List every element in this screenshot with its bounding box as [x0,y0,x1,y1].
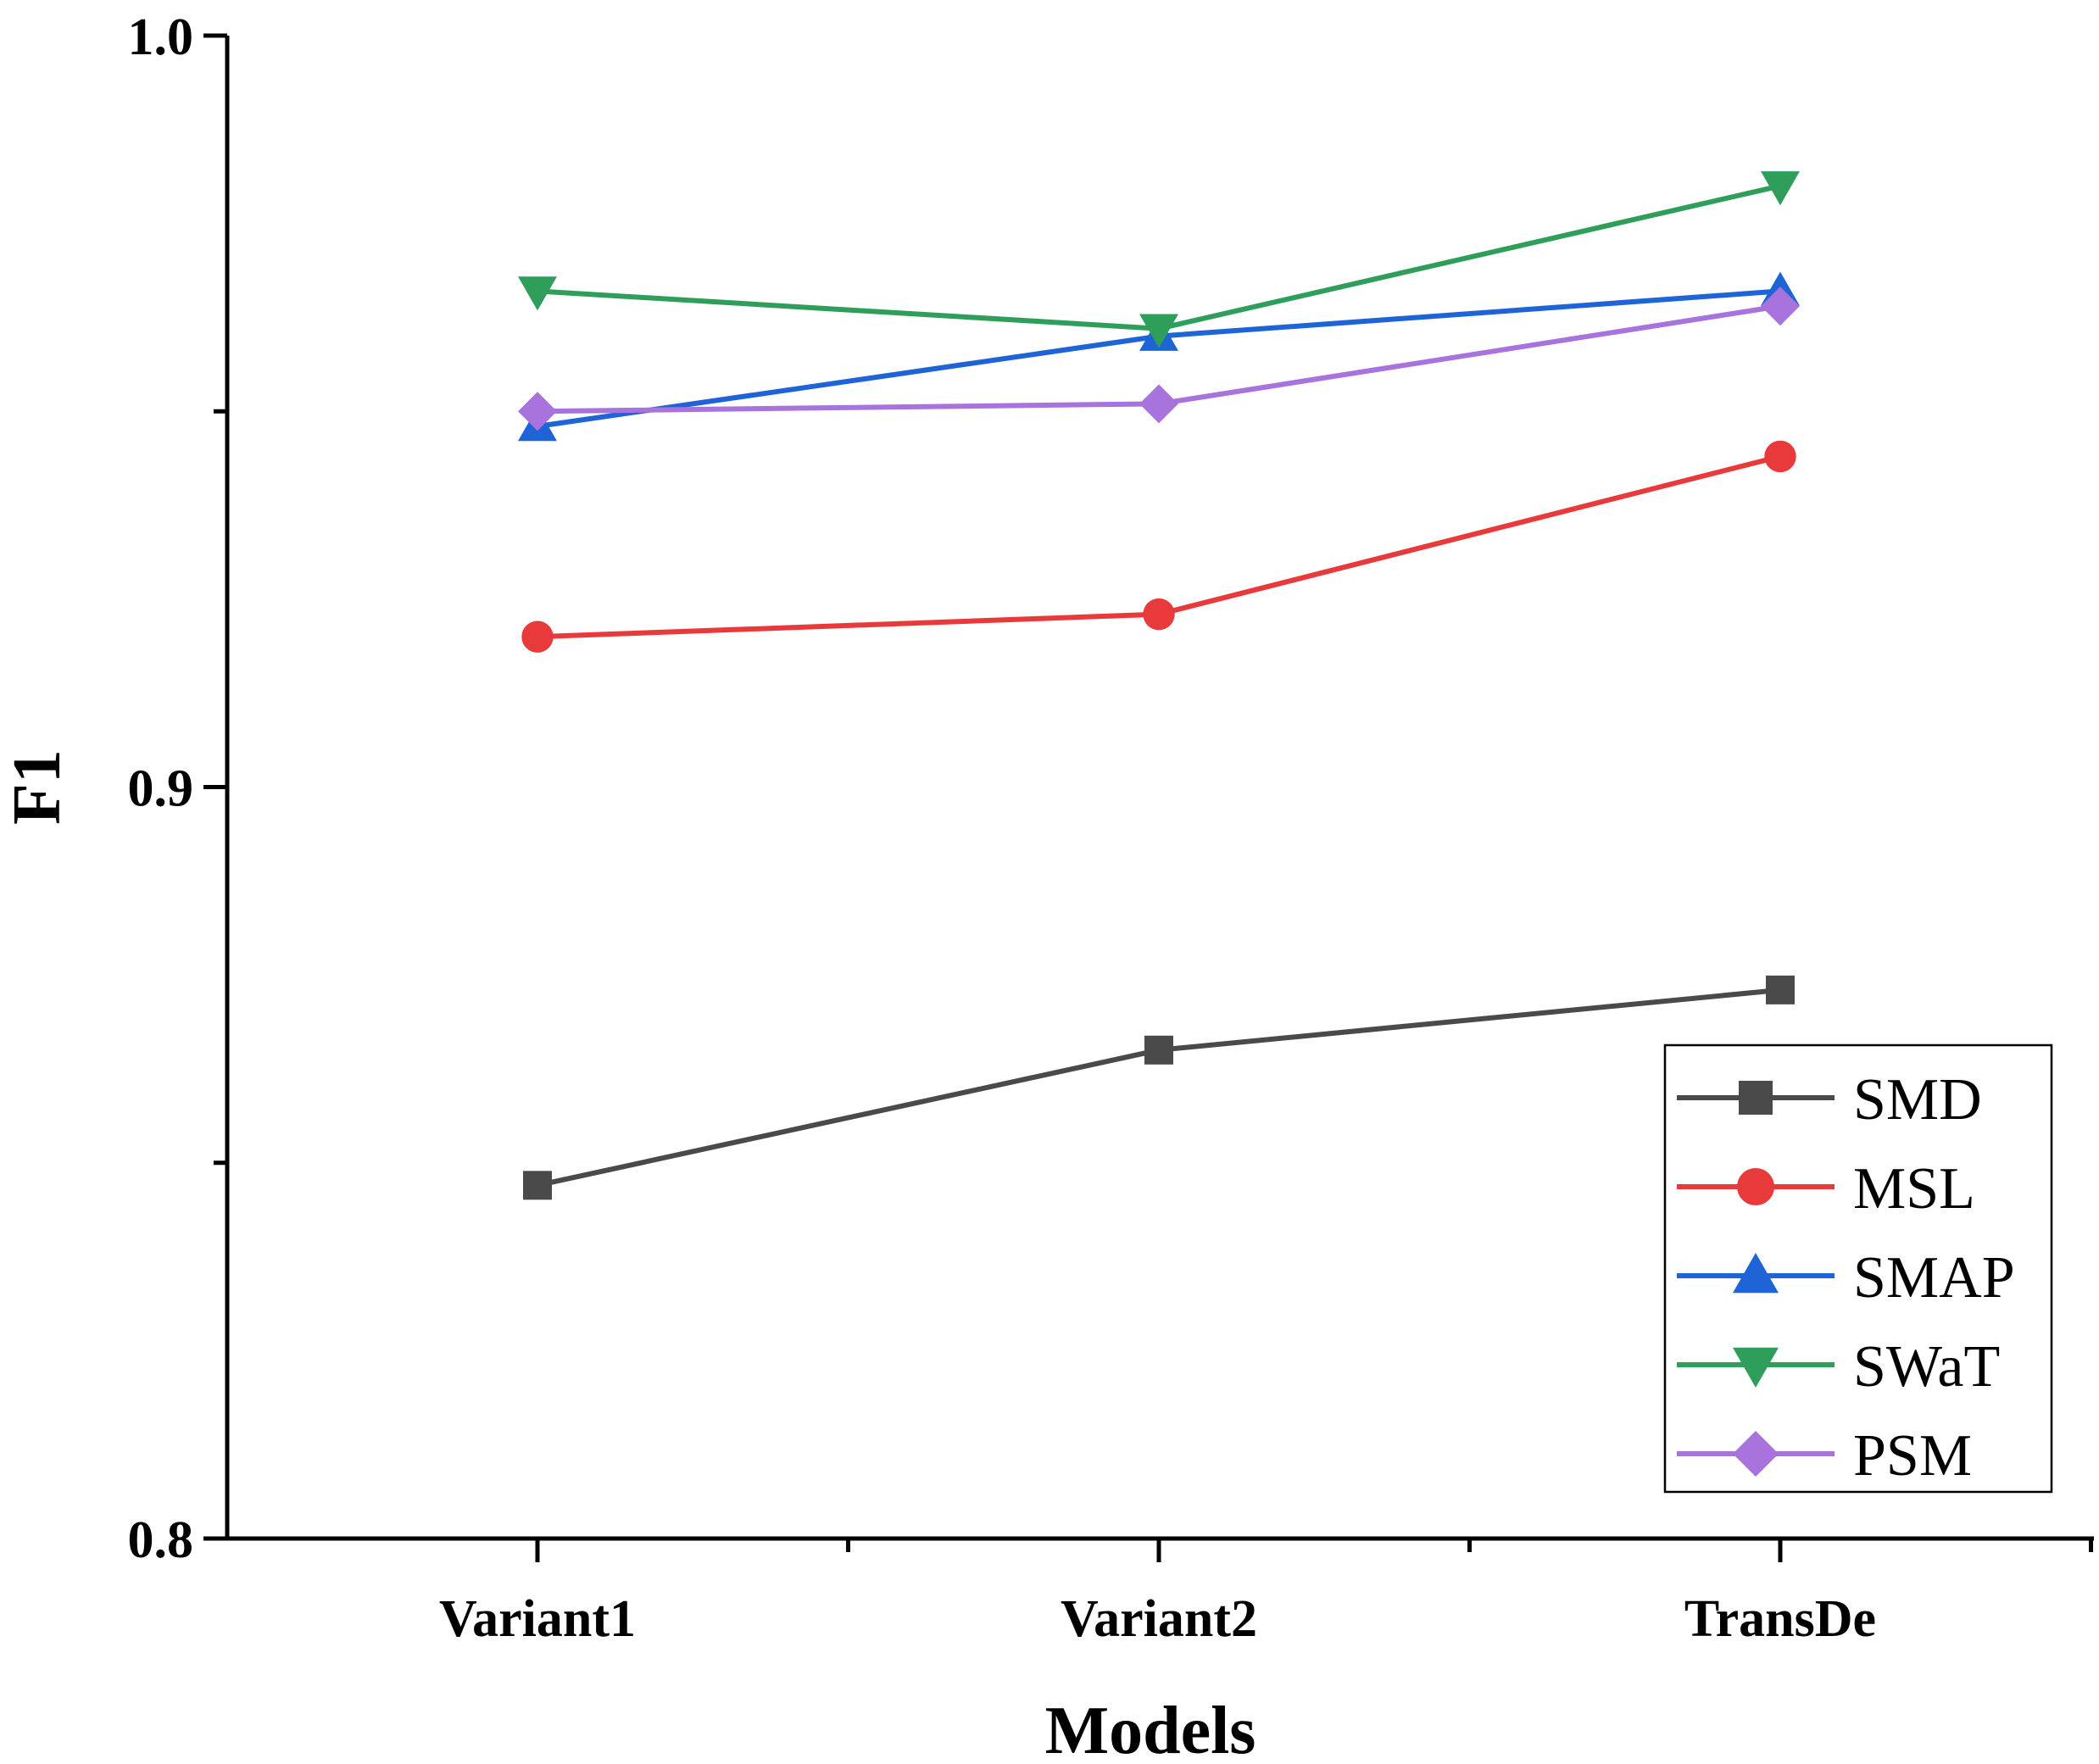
data-point [1144,1035,1173,1065]
legend-item: SMD [1677,1067,1982,1132]
x-tick-label: TransDe [1684,1590,1876,1648]
data-point [1139,384,1178,424]
data-point [1143,598,1175,631]
data-point [521,620,554,653]
legend-label: PSM [1853,1423,1972,1489]
series-line [537,183,1781,331]
x-tick-label: Variant2 [1061,1590,1257,1648]
y-tick-label: 0.9 [128,760,194,818]
series-msl [521,440,1796,653]
legend-label: SWaT [1853,1334,2000,1400]
data-point [1761,171,1800,206]
x-tick-label: Variant1 [439,1590,636,1648]
series-line [537,987,1781,1188]
legend-marker [1737,1168,1774,1205]
data-point [1766,975,1795,1004]
data-point [518,392,557,431]
legend-item: MSL [1677,1156,1975,1221]
legend: SMD MSL SMAP SWaT PSM [1663,1043,2053,1494]
y-axis-title: F1 [0,749,75,825]
legend-marker [1739,1081,1773,1115]
series-psm [518,287,1800,431]
legend-item: SWaT [1677,1334,2000,1400]
series-layer [518,171,1800,1200]
data-point [1764,440,1796,473]
data-point [518,276,557,311]
legend-item: SMAP [1677,1245,2015,1310]
legend-frame [1663,1043,2053,1494]
legend-marker [1733,1347,1779,1388]
data-point [1761,287,1800,326]
legend-label: SMAP [1853,1245,2015,1310]
series-smd [523,975,1795,1200]
legend-marker [1733,1431,1779,1477]
series-swat [518,171,1800,348]
axes: 0.8 0.9 1.0 Variant1 Variant2 TransDe [128,8,2094,1648]
x-axis-title: Models [1045,1694,1256,1764]
legend-item: PSM [1677,1423,1972,1489]
y-tick-label: 1.0 [128,8,194,66]
legend-label: MSL [1853,1156,1975,1221]
y-tick-label: 0.8 [128,1511,194,1569]
legend-label: SMD [1853,1067,1982,1132]
data-point [1139,314,1178,348]
data-point [523,1171,552,1200]
legend-marker [1733,1253,1779,1294]
